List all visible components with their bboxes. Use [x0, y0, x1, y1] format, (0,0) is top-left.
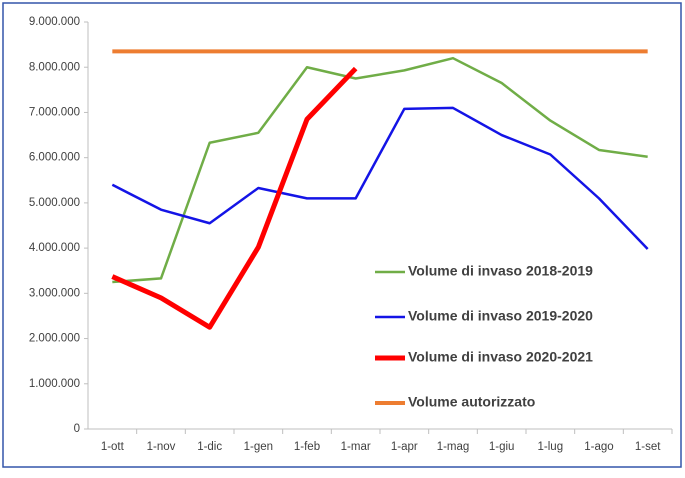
- x-tick-label: 1-feb: [294, 441, 320, 453]
- y-tick-label: 1.000.000: [29, 378, 80, 390]
- x-tick-label: 1-nov: [147, 441, 176, 453]
- y-tick-label: 7.000.000: [29, 106, 80, 118]
- x-tick-label: 1-ott: [101, 441, 125, 453]
- x-tick-label: 1-gen: [244, 441, 273, 453]
- x-tick-label: 1-mag: [437, 441, 470, 453]
- series-line: [111, 66, 358, 330]
- x-tick-label: 1-set: [635, 441, 661, 453]
- x-tick-label: 1-ago: [584, 441, 613, 453]
- y-tick-label: 5.000.000: [29, 197, 80, 209]
- chart-frame: [2, 2, 682, 468]
- legend-label: Volume di invaso 2018-2019: [408, 263, 593, 279]
- y-tick-label: 3.000.000: [29, 287, 80, 299]
- x-tick-label: 1-lug: [538, 441, 564, 453]
- y-tick-label: 2.000.000: [29, 333, 80, 345]
- series-line: [112, 56, 648, 284]
- y-tick-label: 6.000.000: [29, 152, 80, 164]
- x-tick-label: 1-mar: [341, 441, 371, 453]
- x-tick-label: 1-giu: [489, 441, 515, 453]
- y-tick-label: 0: [74, 423, 80, 435]
- x-tick-label: 1-apr: [391, 441, 418, 453]
- x-tick-label: 1-dic: [197, 441, 222, 453]
- y-tick-label: 9.000.000: [29, 16, 80, 28]
- legend-label: Volume autorizzato: [408, 394, 535, 410]
- legend-label: Volume di invaso 2020-2021: [408, 349, 593, 365]
- y-tick-label: 4.000.000: [29, 242, 80, 254]
- series-line: [111, 106, 649, 250]
- legend-label: Volume di invaso 2019-2020: [408, 308, 593, 324]
- y-tick-label: 8.000.000: [29, 61, 80, 73]
